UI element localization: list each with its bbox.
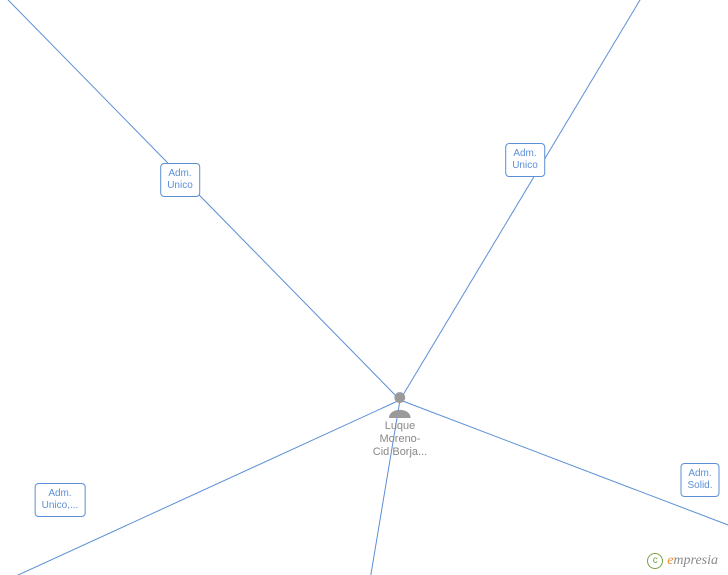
- edge: [0, 0, 400, 400]
- person-icon: [373, 390, 427, 418]
- edges-layer: [0, 0, 728, 575]
- watermark: cempresia: [647, 553, 718, 569]
- edge-label[interactable]: Adm. Unico: [505, 143, 545, 177]
- center-node[interactable]: Luque Moreno- Cid Borja...: [373, 390, 427, 459]
- edge-label[interactable]: Adm. Unico: [160, 163, 200, 197]
- network-diagram: Luque Moreno- Cid Borja... cempresia Adm…: [0, 0, 728, 575]
- edge-label[interactable]: Adm. Solid.: [680, 463, 719, 497]
- edge: [400, 0, 670, 400]
- center-node-label: Luque Moreno- Cid Borja...: [373, 420, 427, 459]
- edge-label[interactable]: Adm. Unico,...: [35, 483, 86, 517]
- edge: [400, 400, 728, 560]
- copyright-icon: c: [647, 553, 663, 569]
